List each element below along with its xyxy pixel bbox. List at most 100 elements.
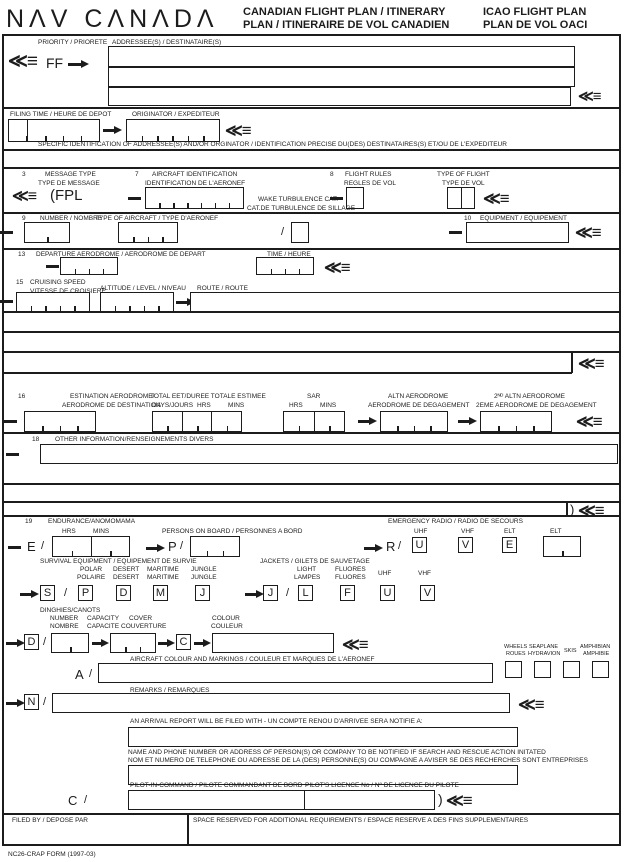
wheels-checkbox[interactable] <box>505 661 522 678</box>
radio-vhf-box[interactable]: V <box>458 537 473 553</box>
time-label: TIME / HEURE <box>267 251 311 258</box>
close-paren: ) <box>570 502 575 517</box>
aircraft-id-label-fr: IDENTIFICATION DE L'AERONEF <box>145 180 246 187</box>
remarks-box[interactable]: N <box>24 694 39 710</box>
slash-separator: / <box>89 668 93 680</box>
total-eet-input[interactable] <box>152 411 242 432</box>
originator-input[interactable] <box>126 119 220 142</box>
sar-label: SAR <box>307 393 321 400</box>
route-input[interactable] <box>190 292 620 312</box>
destination-aerodrome-input[interactable] <box>24 411 96 432</box>
dinghies-cover-box[interactable]: C <box>176 634 191 650</box>
pilot-in-command-input[interactable] <box>128 790 305 810</box>
dinghies-capacity-input[interactable] <box>110 633 156 653</box>
arrow-icon <box>245 590 264 597</box>
wake-turbulence-input[interactable] <box>291 222 309 243</box>
amphibian-checkbox[interactable] <box>592 661 609 678</box>
flight-rules-input[interactable] <box>346 187 364 209</box>
cruising-speed-input[interactable] <box>16 292 90 312</box>
dash-icon <box>4 420 17 423</box>
maritime-box[interactable]: M <box>153 585 168 601</box>
departure-aerodrome-input[interactable] <box>60 257 118 275</box>
equipment-input[interactable] <box>466 222 569 243</box>
number-label: NUMBER / NOMBRE <box>40 215 103 222</box>
seaplane-label-en: SEAPLANE <box>529 644 559 650</box>
form-title-en: CANADIAN FLIGHT PLAN / ITINERARY <box>243 6 446 18</box>
addressee-input-1[interactable] <box>108 46 575 67</box>
slash-separator: / <box>64 587 68 599</box>
pilot-licence-input[interactable] <box>303 790 435 810</box>
arrow-icon <box>194 639 211 646</box>
filing-time-input[interactable] <box>8 119 100 142</box>
remarks-input[interactable] <box>52 693 510 713</box>
jackets-vhf-box[interactable]: V <box>420 585 435 601</box>
end-of-line-icon: ≪≡ <box>578 501 605 520</box>
altn-aerodrome-input[interactable] <box>380 411 448 432</box>
dinghies-box[interactable]: D <box>24 634 39 650</box>
persons-on-board-input[interactable] <box>190 536 240 557</box>
arrival-report-input[interactable] <box>128 727 518 747</box>
addressee-label: ADDRESSEE(S) / DESTINATAIRE(S) <box>112 39 222 46</box>
uhf-label: UHF <box>414 528 428 535</box>
jackets-box[interactable]: J <box>263 585 278 601</box>
wheels-label-fr: ROUES <box>506 651 526 657</box>
skis-label: SKIS <box>564 648 577 654</box>
end-of-line-icon: ≪≡ <box>225 121 252 140</box>
radio-uhf-box[interactable]: U <box>412 537 427 553</box>
arrow-icon <box>6 699 25 706</box>
second-altn-input[interactable] <box>480 411 552 432</box>
addressee-input-3[interactable] <box>108 87 571 106</box>
message-start-icon: ≪≡ <box>12 188 37 205</box>
addressee-input-2[interactable] <box>108 67 575 87</box>
time-input[interactable] <box>256 257 314 275</box>
number-input[interactable] <box>24 222 70 243</box>
radio-elt-box[interactable]: E <box>502 537 517 553</box>
arrow-icon <box>158 639 175 646</box>
close-paren: ) <box>438 791 443 807</box>
other-information-input-1[interactable] <box>40 444 618 464</box>
end-of-line-icon: ≪≡ <box>575 223 602 242</box>
jungle-box[interactable]: J <box>195 585 210 601</box>
dinghies-colour-input[interactable] <box>212 633 334 653</box>
sar-notify-label-en: NAME AND PHONE NUMBER OR ADDRESS OF PERS… <box>128 749 546 756</box>
sar-notify-input[interactable] <box>128 765 518 785</box>
altitude-input[interactable] <box>100 292 174 312</box>
aircraft-colour-label: AIRCRAFT COLOUR AND MARKINGS / COULEUR E… <box>130 656 375 663</box>
skis-checkbox[interactable] <box>563 661 580 678</box>
divider <box>2 483 621 485</box>
persons-on-board-label: PERSONS ON BOARD / PERSONNES A BORD <box>162 528 303 535</box>
type-of-aircraft-input[interactable] <box>118 222 178 243</box>
aircraft-id-label-en: AIRCRAFT IDENTIFICATION <box>152 171 238 178</box>
type-of-flight-input[interactable] <box>447 187 475 209</box>
desert-box[interactable]: D <box>116 585 131 601</box>
mins-label: MINS <box>228 402 245 409</box>
aircraft-id-input[interactable] <box>145 187 244 209</box>
icao-title-fr: PLAN DE VOL OACI <box>483 19 588 31</box>
endurance-input[interactable] <box>52 536 130 557</box>
aircraft-colour-input[interactable] <box>98 663 493 683</box>
fluores-label-fr: FLUORES <box>335 574 366 581</box>
sar-hrs-label: HRS <box>289 402 303 409</box>
destination-label-en: ESTINATION AERODROME/ <box>70 393 155 400</box>
type-of-flight-label-fr: TYPE DE VOL <box>442 180 485 187</box>
priority-code: FF <box>46 55 64 71</box>
slash-separator: / <box>180 540 184 552</box>
equipment-label: EQUIPMENT / EQUIPEMENT <box>480 215 567 222</box>
arrow-icon <box>146 544 165 551</box>
light-box[interactable]: L <box>298 585 313 601</box>
elt-input[interactable] <box>543 536 581 557</box>
dinghies-number-input[interactable] <box>51 633 89 653</box>
total-eet-label: TOTAL EET/DUREE TOTALE ESTIMEE <box>150 393 266 400</box>
item10-number: 10 <box>464 215 472 222</box>
divider <box>2 372 572 374</box>
survival-box[interactable]: S <box>40 585 55 601</box>
jackets-uhf-box[interactable]: U <box>380 585 395 601</box>
arrow-icon <box>92 639 109 646</box>
space-reserved-label: SPACE RESERVED FOR ADDITIONAL REQUIREMEN… <box>193 817 529 824</box>
seaplane-checkbox[interactable] <box>534 661 551 678</box>
form-border <box>2 34 621 846</box>
dash-icon <box>330 197 343 200</box>
polar-box[interactable]: P <box>78 585 93 601</box>
sar-input[interactable] <box>283 411 345 432</box>
fluores-box[interactable]: F <box>340 585 355 601</box>
